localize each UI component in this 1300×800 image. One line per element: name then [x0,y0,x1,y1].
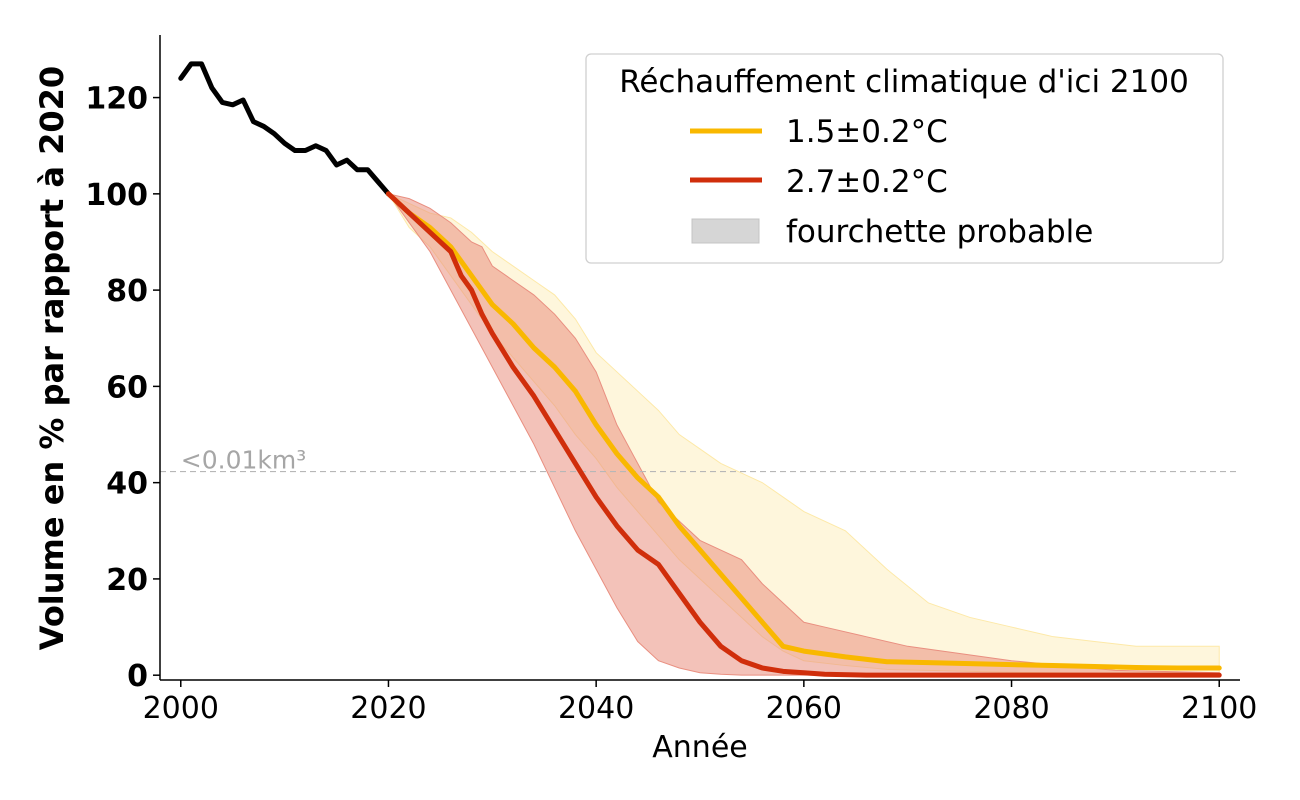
x-tick-label: 2060 [766,691,842,726]
y-axis-title: Volume en % par rapport à 2020 [33,66,71,650]
legend-label-2-7: 2.7±0.2°C [786,164,948,200]
legend: Réchauffement climatique d'ici 2100 1.5±… [585,53,1224,264]
y-tick-label: 120 [85,82,148,117]
band-1-5 [387,192,1220,675]
y-tick-label: 80 [106,274,148,309]
x-axis-title: Année [652,730,747,765]
threshold-label: <0.01km³ [181,446,306,475]
x-tick-label: 2020 [350,691,426,726]
legend-label-1-5: 1.5±0.2°C [786,114,948,150]
line-1-5 [385,191,1222,671]
y-ticks: 0 20 40 60 80 100 120 [85,82,160,694]
x-tick-label: 2080 [973,691,1049,726]
x-tick-label: 2040 [558,691,634,726]
x-tick-label: 2000 [143,691,219,726]
threshold-layer: <0.01km³ [160,446,1240,475]
y-tick-label: 40 [106,467,148,502]
legend-frame [585,53,1224,264]
y-tick-label: 100 [85,178,148,213]
x-ticks: 2000 2020 2040 2060 2080 2100 [143,680,1257,726]
x-tick-label: 2100 [1181,691,1257,726]
y-tick-label: 0 [127,659,148,694]
legend-title: Réchauffement climatique d'ici 2100 [619,64,1189,100]
historical-line [178,61,391,197]
legend-swatch-range [691,218,760,244]
y-tick-label: 60 [106,370,148,405]
y-tick-label: 20 [106,563,148,598]
series-lines [178,61,1222,678]
uncertainty-bands [387,192,1220,676]
legend-label-range: fourchette probable [786,214,1093,250]
line-2-7 [385,191,1222,678]
